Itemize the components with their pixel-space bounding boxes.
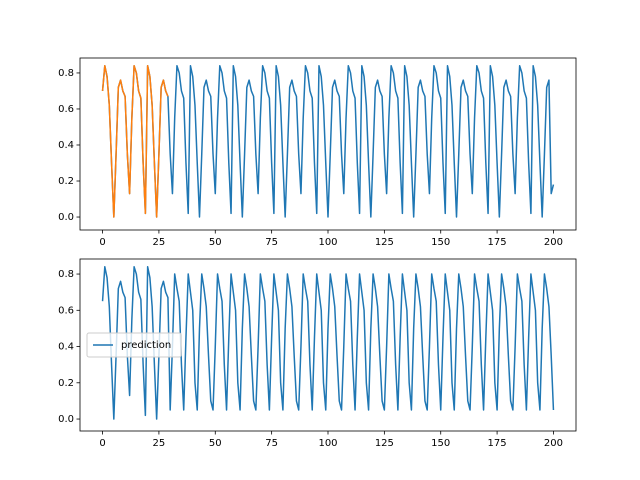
axes-frame — [79, 57, 577, 231]
legend: prediction — [86, 332, 182, 358]
series-line — [101, 64, 555, 218]
x-tick-label: 100 — [318, 237, 337, 248]
x-tick-label: 150 — [431, 237, 450, 248]
y-tick-label: 0.0 — [58, 414, 74, 425]
x-tick-label: 100 — [318, 438, 337, 449]
x-tick-label: 0 — [99, 237, 105, 248]
x-tick-label: 175 — [488, 438, 507, 449]
y-tick-label: 0.2 — [58, 176, 74, 187]
series-line — [101, 64, 169, 218]
y-tick-label: 0.8 — [58, 269, 74, 280]
x-tick-label: 50 — [209, 438, 222, 449]
x-tick-label: 200 — [544, 237, 563, 248]
x-tick-label: 0 — [99, 438, 105, 449]
y-tick-label: 0.8 — [58, 68, 74, 79]
y-tick-label: 0.4 — [58, 140, 74, 151]
y-tick-label: 0.6 — [58, 305, 74, 316]
x-tick-label: 200 — [544, 438, 563, 449]
x-tick-label: 25 — [153, 438, 166, 449]
x-tick-label: 150 — [431, 438, 450, 449]
y-tick-label: 0.2 — [58, 378, 74, 389]
x-tick-label: 50 — [209, 237, 222, 248]
x-tick-label: 75 — [265, 438, 278, 449]
x-tick-label: 25 — [153, 237, 166, 248]
x-tick-label: 125 — [375, 237, 394, 248]
legend-label: prediction — [121, 340, 171, 351]
x-tick-label: 75 — [265, 237, 278, 248]
y-tick-label: 0.0 — [58, 212, 74, 223]
legend-box — [86, 332, 182, 358]
x-tick-label: 175 — [488, 237, 507, 248]
y-tick-label: 0.6 — [58, 104, 74, 115]
series-line — [101, 266, 555, 420]
axes-frame — [79, 258, 577, 432]
y-tick-label: 0.4 — [58, 342, 74, 353]
x-tick-label: 125 — [375, 438, 394, 449]
